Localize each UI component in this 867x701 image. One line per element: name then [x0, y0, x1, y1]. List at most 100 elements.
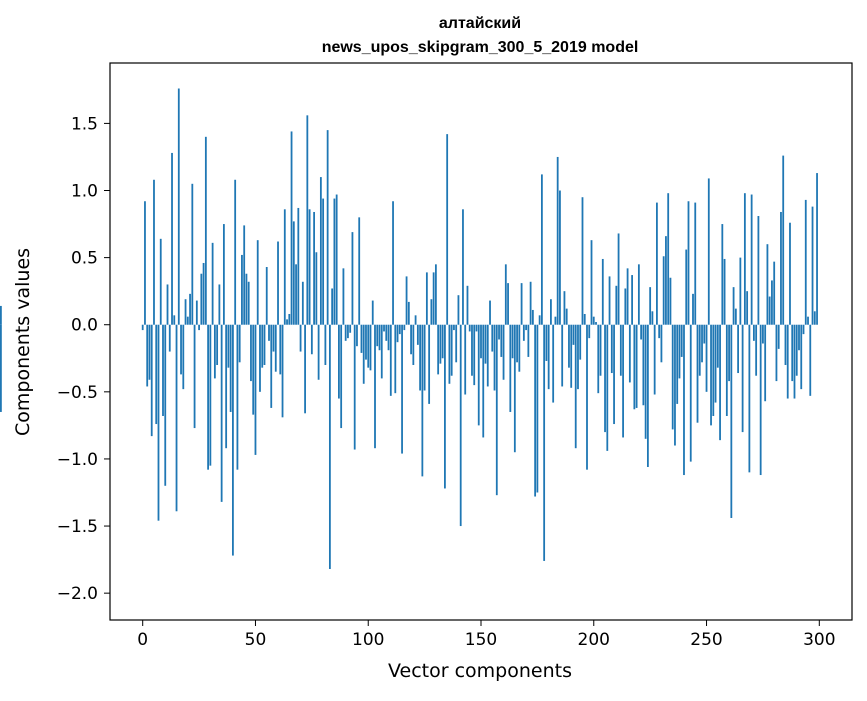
bar-component-231: [662, 256, 665, 325]
bar-component-13: [171, 152, 173, 325]
bar-component-256: [719, 324, 721, 441]
bar-component-121: [414, 315, 417, 325]
bar-component-75: [310, 324, 313, 355]
bar-component-265: [739, 257, 742, 325]
bar-component-213: [622, 324, 624, 438]
x-tick-label: 250: [690, 630, 722, 650]
bar-component-283: [780, 211, 782, 325]
bar-component-269: [748, 324, 751, 473]
bar-component-69: [297, 207, 300, 325]
bar-component-186: [561, 324, 564, 387]
bar-component-233: [667, 193, 670, 325]
bar-component-27: [202, 262, 205, 325]
bar-component-140: [457, 295, 460, 325]
bar-component-195: [581, 197, 584, 325]
bar-component-52: [259, 324, 261, 392]
bar-component-54: [263, 324, 266, 365]
bar-component-291: [798, 324, 800, 351]
bar-component-20: [186, 316, 189, 325]
bar-component-11: [166, 284, 169, 325]
bar-component-85: [333, 198, 336, 325]
bar-component-244: [692, 293, 694, 325]
bar-component-176: [538, 315, 541, 325]
bar-component-82: [326, 130, 329, 325]
bar-component-253: [712, 324, 715, 416]
bar-component-62: [281, 324, 284, 418]
bar-component-169: [522, 324, 525, 341]
bar-component-26: [200, 273, 203, 325]
bar-component-199: [590, 240, 593, 325]
bar-component-223: [644, 324, 647, 439]
bar-component-273: [757, 216, 760, 325]
bar-component-239: [680, 324, 683, 357]
bar-component-155: [491, 324, 494, 352]
bar-component-290: [795, 324, 798, 376]
bar-component-247: [698, 324, 701, 376]
bar-component-17: [180, 324, 182, 375]
bar-component-3: [148, 324, 151, 380]
bar-component-141: [459, 324, 462, 527]
bar-component-21: [189, 293, 191, 325]
bar-component-275: [762, 324, 764, 344]
bar-component-129: [432, 272, 435, 325]
bar-component-245: [694, 202, 697, 325]
bar-component-166: [516, 324, 518, 363]
bar-component-125: [423, 324, 426, 391]
bar-component-105: [378, 324, 381, 351]
bar-component-36: [222, 224, 225, 325]
bar-component-136: [448, 324, 451, 384]
bar-component-242: [687, 201, 690, 325]
bar-component-268: [746, 291, 749, 325]
bar-component-130: [434, 264, 437, 325]
bar-component-235: [671, 324, 674, 430]
bar-component-183: [554, 316, 557, 325]
bar-component-298: [813, 311, 816, 325]
y-tick-label: −2.0: [57, 584, 98, 604]
bar-component-80: [322, 198, 325, 325]
x-tick-label: 300: [803, 630, 835, 650]
bar-component-33: [216, 324, 219, 365]
bar-component-295: [807, 316, 809, 325]
ticks-layer: 0 50 100 150 200 250 300 −2.0 −1.5 −1.0 −0.5 0.0 0.5…: [57, 114, 836, 650]
y-tick-label: 1.5: [71, 114, 98, 134]
bar-component-299: [816, 173, 818, 325]
bar-component-89: [342, 268, 345, 325]
bar-component-270: [750, 194, 753, 325]
bar-component-228: [656, 202, 658, 325]
bar-component-163: [509, 324, 512, 412]
bar-component-264: [737, 324, 739, 374]
bar-component-206: [606, 324, 609, 451]
bar-component-259: [725, 324, 728, 416]
bar-component-45: [243, 225, 246, 325]
bar-component-8: [159, 238, 162, 325]
bar-component-124: [421, 324, 424, 477]
bar-component-7: [157, 324, 160, 521]
bar-component-150: [480, 324, 482, 359]
bar-component-238: [678, 324, 681, 379]
bar-component-263: [734, 308, 737, 325]
bar-component-122: [416, 324, 419, 345]
bar-component-68: [295, 264, 297, 325]
bar-component-211: [617, 233, 620, 325]
bar-component-192: [574, 324, 577, 449]
bar-component-undefined: [0, 324, 2, 412]
bar-component-48: [250, 324, 252, 382]
bar-component-95: [356, 324, 358, 347]
bar-component-90: [344, 324, 347, 341]
plot-frame: [109, 62, 853, 621]
bar-component-88: [340, 324, 343, 429]
bar-component-234: [669, 277, 672, 325]
bar-component-222: [642, 324, 645, 406]
y-tick-label: 1.0: [71, 182, 98, 202]
bar-component-108: [385, 324, 388, 341]
bar-component-182: [552, 324, 555, 403]
bar-component-153: [486, 324, 489, 387]
bar-component-160: [502, 324, 505, 380]
bar-component-229: [658, 324, 661, 339]
bar-component-230: [660, 324, 663, 363]
bar-component-147: [473, 324, 476, 386]
bar-component-4: [150, 324, 153, 437]
bar-component-35: [220, 324, 223, 502]
bar-component-216: [628, 324, 631, 383]
bar-component-285: [784, 324, 787, 365]
